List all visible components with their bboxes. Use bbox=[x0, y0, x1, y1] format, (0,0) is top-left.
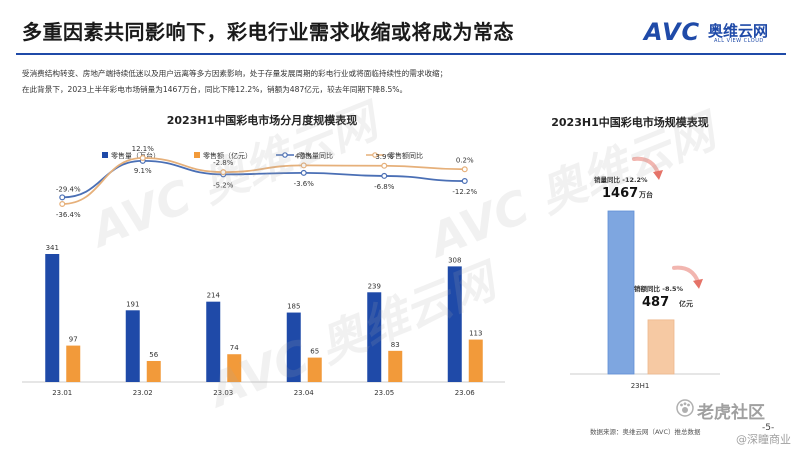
line-point bbox=[381, 162, 388, 169]
data-source: 数据来源：奥维云网（AVC）推总数据 bbox=[590, 428, 701, 436]
line-point bbox=[139, 154, 146, 161]
legend-label: 零售量同比 bbox=[298, 151, 333, 160]
bar-value-label: 74 bbox=[230, 344, 239, 352]
line-point bbox=[59, 200, 66, 207]
line-value-label: 9.1% bbox=[134, 167, 152, 175]
logo-cn-text: 奥维云网 bbox=[708, 22, 769, 40]
unit-label: 亿元 bbox=[679, 299, 693, 308]
logo-en-text: ALL VIEW CLOUD bbox=[714, 38, 764, 44]
line-value-label: -6.8% bbox=[374, 183, 395, 191]
line-value-label: -5.2% bbox=[213, 181, 234, 189]
avc-logo: AVC 奥维云网 ALL VIEW CLOUD bbox=[644, 18, 772, 50]
line-point bbox=[461, 178, 468, 185]
x-tick-label: 23.06 bbox=[455, 389, 476, 397]
x-tick-label: 23.05 bbox=[374, 389, 394, 397]
bar bbox=[447, 266, 462, 382]
title-divider bbox=[16, 53, 786, 55]
decline-arrow bbox=[672, 265, 700, 284]
decline-arrow-head bbox=[653, 170, 663, 180]
bar bbox=[647, 319, 675, 375]
line-point bbox=[300, 169, 307, 176]
tiger-community-watermark: 老虎社区 bbox=[697, 403, 765, 423]
bar-value-label: 1467 bbox=[602, 186, 638, 201]
bar-value-label: 56 bbox=[149, 351, 158, 359]
decline-arrow-head bbox=[693, 278, 703, 289]
line-value-label: -3.6% bbox=[294, 180, 315, 188]
bar-value-label: 185 bbox=[287, 303, 300, 311]
page-title: 多重因素共同影响下，彩电行业需求收缩或将成为常态 bbox=[22, 20, 514, 44]
intro-line-1: 受消费结构转变、房地产端持续低迷以及用户远离等多方因素影响，处于存量发展周期的彩… bbox=[22, 69, 448, 78]
shentong-watermark: @深瞳商业 bbox=[736, 433, 791, 446]
bar-value-label: 487 bbox=[642, 295, 669, 310]
bar-value-label: 97 bbox=[69, 336, 78, 344]
logo-avc-text: AVC bbox=[644, 18, 701, 46]
x-tick-label: 23H1 bbox=[631, 382, 650, 390]
line-value-label: 12.1% bbox=[132, 145, 155, 153]
bar bbox=[66, 345, 81, 382]
bar bbox=[286, 312, 301, 382]
yoy-label: 销量同比 -12.2% bbox=[594, 175, 648, 184]
legend-label: 零售量（万台） bbox=[111, 151, 160, 160]
bar bbox=[607, 210, 635, 375]
bar bbox=[146, 360, 161, 382]
line-point bbox=[381, 172, 388, 179]
chart-title: 2023H1中国彩电市场规模表现 bbox=[551, 115, 708, 129]
legend-marker bbox=[282, 152, 288, 158]
line-point bbox=[300, 162, 307, 169]
paw-icon bbox=[676, 399, 694, 417]
bar bbox=[388, 350, 403, 382]
bar bbox=[367, 292, 382, 382]
line-value-label: -12.2% bbox=[452, 188, 477, 196]
bar-value-label: 341 bbox=[46, 244, 59, 252]
bar-value-label: 113 bbox=[469, 330, 482, 338]
yoy-label: 销额同比 -8.5% bbox=[634, 284, 683, 293]
bar-value-label: 191 bbox=[126, 300, 139, 308]
bar bbox=[468, 339, 483, 382]
line-value-label: 4.3% bbox=[295, 152, 313, 160]
unit-label: 万台 bbox=[638, 190, 653, 199]
series-line bbox=[62, 157, 465, 205]
line-value-label: -2.8% bbox=[213, 159, 234, 167]
line-point bbox=[220, 169, 227, 176]
line-value-label: 3.9% bbox=[375, 153, 393, 161]
legend-marker bbox=[102, 152, 108, 158]
bar-value-label: 83 bbox=[391, 341, 400, 349]
bar-value-label: 239 bbox=[368, 282, 381, 290]
legend-marker bbox=[194, 152, 200, 158]
line-value-label: 0.2% bbox=[456, 156, 474, 164]
bar bbox=[45, 254, 60, 382]
bar bbox=[307, 357, 322, 382]
bar bbox=[227, 354, 242, 382]
intro-line-2: 在此背景下，2023上半年彩电市场销量为1467万台，同比下降12.2%，销额为… bbox=[22, 85, 408, 94]
chart-title: 2023H1中国彩电市场分月度规模表现 bbox=[167, 113, 357, 127]
line-value-label: -29.4% bbox=[56, 185, 81, 193]
legend-label: 零售额同比 bbox=[388, 151, 423, 160]
bar-value-label: 308 bbox=[448, 256, 461, 264]
bar bbox=[206, 301, 221, 382]
bar-value-label: 65 bbox=[310, 348, 319, 356]
x-tick-label: 23.04 bbox=[294, 389, 315, 397]
legend-label: 零售额（亿元） bbox=[203, 151, 252, 160]
bar bbox=[125, 310, 140, 382]
line-point bbox=[59, 194, 66, 201]
series-line bbox=[62, 159, 465, 199]
decline-arrow bbox=[632, 156, 660, 175]
x-tick-label: 23.03 bbox=[213, 389, 233, 397]
page-number: -5- bbox=[762, 423, 775, 433]
line-value-label: -36.4% bbox=[56, 211, 81, 219]
x-tick-label: 23.02 bbox=[133, 389, 153, 397]
x-tick-label: 23.01 bbox=[52, 389, 72, 397]
line-point bbox=[461, 166, 468, 173]
legend-marker bbox=[372, 152, 378, 158]
bar-value-label: 214 bbox=[207, 292, 221, 300]
